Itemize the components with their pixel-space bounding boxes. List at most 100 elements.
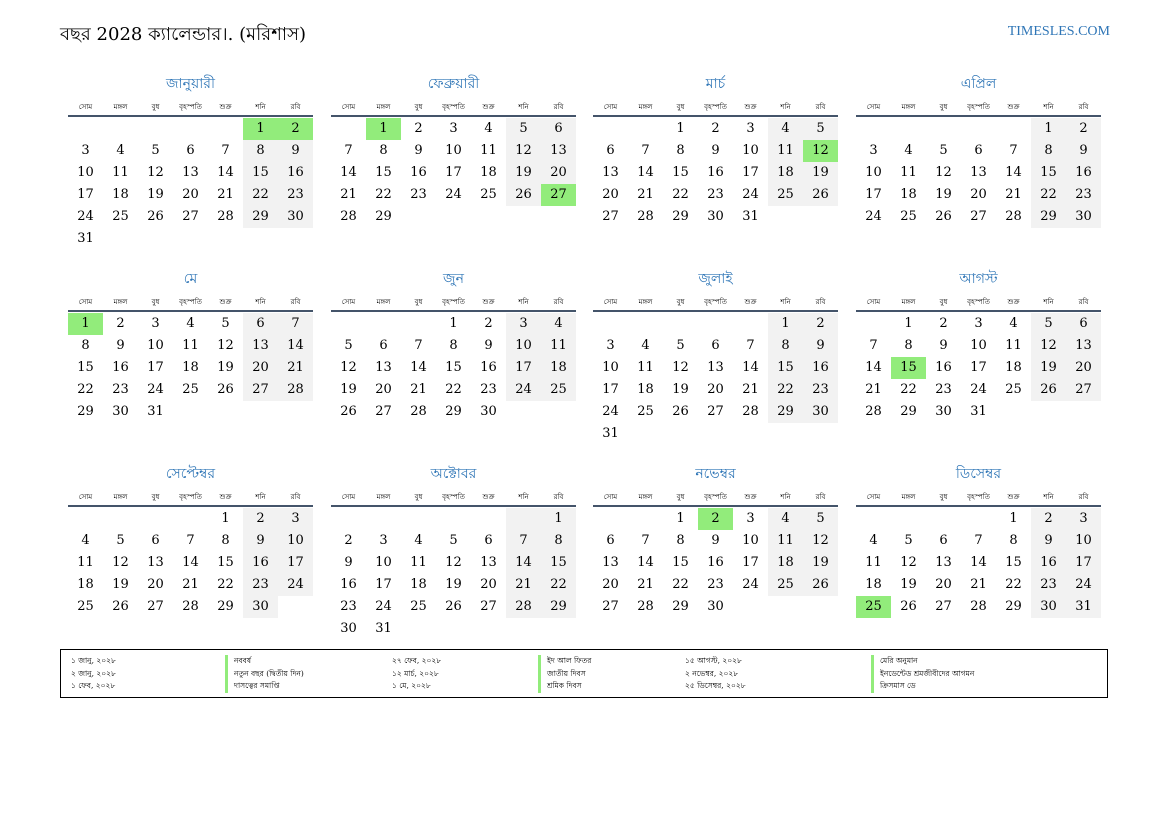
day-cell[interactable]: 11 xyxy=(112,165,129,180)
day-cell[interactable]: 26 xyxy=(900,599,917,614)
day-cell[interactable]: 22 xyxy=(77,382,94,397)
day-cell[interactable]: 1 xyxy=(221,511,230,526)
day-cell[interactable]: 19 xyxy=(506,162,541,184)
day-cell[interactable]: 13 xyxy=(375,360,392,375)
day-cell[interactable]: 21 xyxy=(970,577,987,592)
day-cell[interactable]: 29 xyxy=(217,599,234,614)
day-cell[interactable]: 27 xyxy=(1066,379,1101,401)
day-cell[interactable]: 10 xyxy=(77,165,94,180)
day-cell[interactable]: 31 xyxy=(147,404,164,419)
day-cell[interactable]: 2 xyxy=(698,508,733,530)
day-cell[interactable]: 13 xyxy=(970,165,987,180)
day-cell[interactable]: 13 xyxy=(147,555,164,570)
day-cell[interactable]: 11 xyxy=(768,140,803,162)
day-cell[interactable]: 12 xyxy=(340,360,357,375)
day-cell[interactable]: 9 xyxy=(711,143,720,158)
day-cell[interactable]: 14 xyxy=(410,360,427,375)
day-cell[interactable]: 8 xyxy=(221,533,230,548)
day-cell[interactable]: 27 xyxy=(602,209,619,224)
day-cell[interactable]: 12 xyxy=(445,555,462,570)
day-cell[interactable]: 7 xyxy=(746,338,755,353)
day-cell[interactable]: 4 xyxy=(1009,316,1018,331)
day-cell[interactable]: 4 xyxy=(768,118,803,140)
day-cell[interactable]: 24 xyxy=(147,382,164,397)
day-cell[interactable]: 5 xyxy=(939,143,948,158)
day-cell[interactable]: 4 xyxy=(541,313,576,335)
day-cell[interactable]: 30 xyxy=(707,209,724,224)
day-cell[interactable]: 30 xyxy=(935,404,952,419)
day-cell[interactable]: 23 xyxy=(243,574,278,596)
day-cell[interactable]: 7 xyxy=(221,143,230,158)
day-cell[interactable]: 18 xyxy=(900,187,917,202)
day-cell[interactable]: 23 xyxy=(112,382,129,397)
day-cell[interactable]: 6 xyxy=(484,533,493,548)
day-cell[interactable]: 17 xyxy=(375,577,392,592)
day-cell[interactable]: 21 xyxy=(742,382,759,397)
day-cell[interactable]: 7 xyxy=(344,143,353,158)
day-cell[interactable]: 7 xyxy=(278,313,313,335)
day-cell[interactable]: 4 xyxy=(904,143,913,158)
day-cell[interactable]: 27 xyxy=(970,209,987,224)
day-cell[interactable]: 27 xyxy=(541,184,576,206)
day-cell[interactable]: 22 xyxy=(672,577,689,592)
day-cell[interactable]: 14 xyxy=(742,360,759,375)
day-cell[interactable]: 26 xyxy=(935,209,952,224)
day-cell[interactable]: 27 xyxy=(375,404,392,419)
day-cell[interactable]: 26 xyxy=(445,599,462,614)
day-cell[interactable]: 5 xyxy=(1031,313,1066,335)
day-cell[interactable]: 9 xyxy=(484,338,493,353)
day-cell[interactable]: 16 xyxy=(935,360,952,375)
day-cell[interactable]: 9 xyxy=(711,533,720,548)
day-cell[interactable]: 9 xyxy=(414,143,423,158)
day-cell[interactable]: 18 xyxy=(410,577,427,592)
day-cell[interactable]: 9 xyxy=(344,555,353,570)
day-cell[interactable]: 6 xyxy=(606,533,615,548)
day-cell[interactable]: 1 xyxy=(676,511,685,526)
day-cell[interactable]: 14 xyxy=(637,165,654,180)
day-cell[interactable]: 2 xyxy=(414,121,423,136)
day-cell[interactable]: 21 xyxy=(278,357,313,379)
day-cell[interactable]: 3 xyxy=(1066,508,1101,530)
day-cell[interactable]: 20 xyxy=(243,357,278,379)
day-cell[interactable]: 3 xyxy=(869,143,878,158)
day-cell[interactable]: 28 xyxy=(1005,209,1022,224)
day-cell[interactable]: 15 xyxy=(445,360,462,375)
day-cell[interactable]: 14 xyxy=(278,335,313,357)
day-cell[interactable]: 19 xyxy=(1031,357,1066,379)
day-cell[interactable]: 13 xyxy=(182,165,199,180)
day-cell[interactable]: 5 xyxy=(344,338,353,353)
day-cell[interactable]: 27 xyxy=(707,404,724,419)
day-cell[interactable]: 23 xyxy=(803,379,838,401)
day-cell[interactable]: 16 xyxy=(1031,552,1066,574)
day-cell[interactable]: 23 xyxy=(1066,184,1101,206)
day-cell[interactable]: 22 xyxy=(1031,184,1066,206)
day-cell[interactable]: 31 xyxy=(375,621,392,636)
day-cell[interactable]: 14 xyxy=(865,360,882,375)
day-cell[interactable]: 12 xyxy=(112,555,129,570)
day-cell[interactable]: 5 xyxy=(803,508,838,530)
day-cell[interactable]: 16 xyxy=(707,165,724,180)
day-cell[interactable]: 21 xyxy=(340,187,357,202)
day-cell[interactable]: 30 xyxy=(480,404,497,419)
day-cell[interactable]: 6 xyxy=(186,143,195,158)
day-cell[interactable]: 1 xyxy=(676,121,685,136)
day-cell[interactable]: 6 xyxy=(541,118,576,140)
day-cell[interactable]: 11 xyxy=(865,555,882,570)
day-cell[interactable]: 2 xyxy=(243,508,278,530)
day-cell[interactable]: 22 xyxy=(217,577,234,592)
day-cell[interactable]: 20 xyxy=(1066,357,1101,379)
day-cell[interactable]: 25 xyxy=(480,187,497,202)
day-cell[interactable]: 25 xyxy=(900,209,917,224)
day-cell[interactable]: 15 xyxy=(243,162,278,184)
day-cell[interactable]: 4 xyxy=(869,533,878,548)
day-cell[interactable]: 1 xyxy=(366,118,401,140)
day-cell[interactable]: 12 xyxy=(803,140,838,162)
day-cell[interactable]: 8 xyxy=(768,335,803,357)
day-cell[interactable]: 7 xyxy=(186,533,195,548)
day-cell[interactable]: 1 xyxy=(768,313,803,335)
day-cell[interactable]: 6 xyxy=(711,338,720,353)
day-cell[interactable]: 17 xyxy=(970,360,987,375)
day-cell[interactable]: 20 xyxy=(147,577,164,592)
day-cell[interactable]: 9 xyxy=(278,140,313,162)
day-cell[interactable]: 22 xyxy=(375,187,392,202)
